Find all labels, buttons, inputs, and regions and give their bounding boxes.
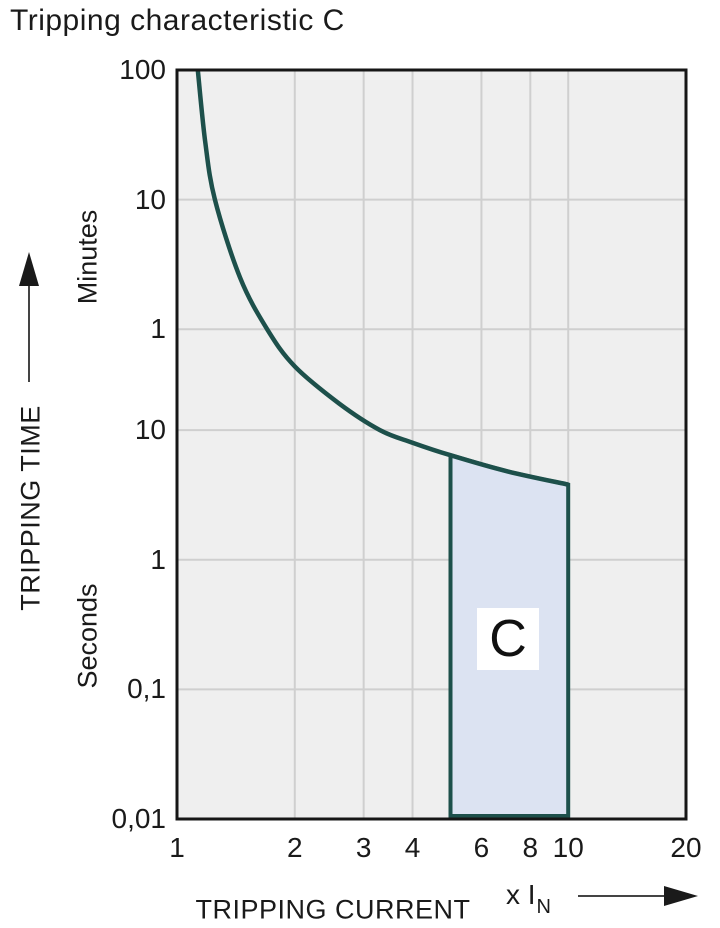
region-label-box: C	[477, 608, 539, 670]
x-tick-label: 10	[552, 832, 584, 863]
x-tick-label: 6	[473, 832, 490, 863]
y-axis-arrow-up-icon	[19, 252, 39, 382]
x-tick-label: 8	[522, 832, 539, 863]
x-axis-title: TRIPPING CURRENT	[195, 894, 471, 925]
x-tick-label: 20	[670, 832, 702, 863]
plot-area	[175, 68, 688, 821]
y-axis-unit-minutes-label: Minutes	[72, 209, 103, 305]
x-axis-unit-label: x IN	[505, 879, 552, 918]
x-tick-label: 1	[169, 832, 185, 863]
y-axis-title: TRIPPING TIME	[15, 405, 46, 611]
region-label: C	[489, 610, 527, 668]
plot-background	[177, 70, 686, 819]
y-tick-label: 1	[150, 313, 166, 345]
tripping-curve	[195, 70, 569, 487]
x-tick-label: 2	[286, 832, 303, 863]
x-axis-unit-text: x I	[505, 879, 536, 911]
x-axis-arrow-right-icon	[578, 886, 698, 906]
figure-title: Tripping characteristic C	[10, 4, 345, 37]
x-tick-label: 3	[355, 832, 372, 863]
x-tick-label: 4	[404, 832, 421, 863]
y-tick-label: 0,1	[127, 673, 166, 705]
plot-frame	[175, 68, 688, 821]
x-axis-unit-subscript: N	[536, 895, 552, 918]
y-tick-label: 10	[134, 414, 166, 446]
y-tick-label: 10	[134, 183, 166, 215]
y-tick-label: 0,01	[111, 803, 167, 834]
y-axis-unit-seconds-label: Seconds	[72, 583, 103, 689]
y-tick-label: 1	[150, 543, 166, 575]
y-tick-label: 100	[119, 54, 166, 85]
